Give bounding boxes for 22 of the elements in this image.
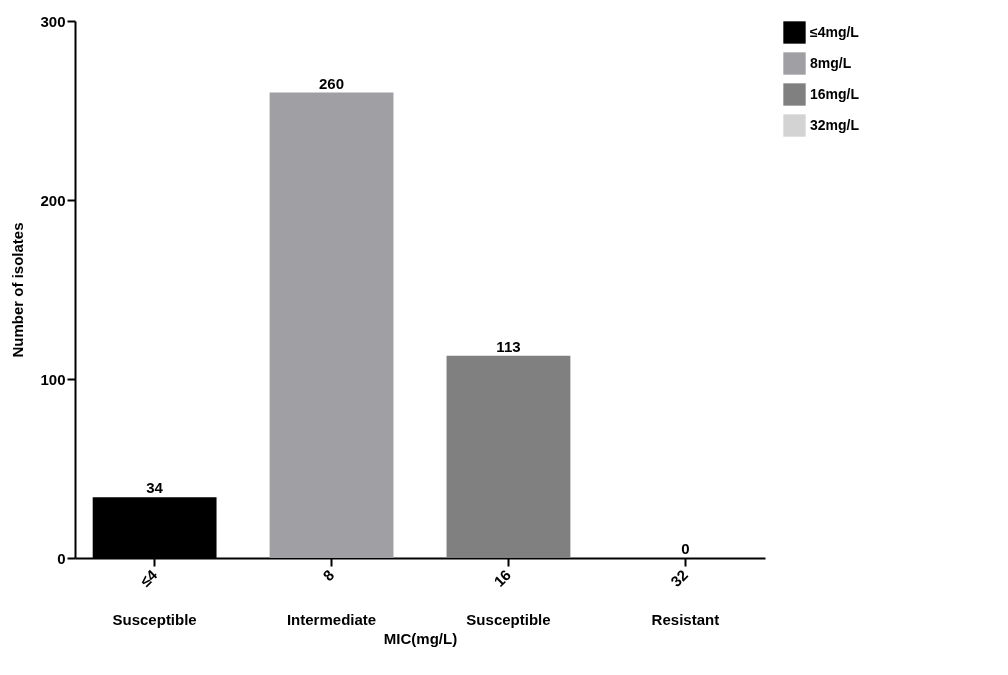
y-tick-label: 300 [40, 12, 66, 30]
data-label: 113 [496, 337, 521, 355]
legend-label: 32mg/L [810, 116, 860, 133]
legend-label: 8mg/L [810, 54, 852, 71]
y-axis-title: Number of isolates [9, 222, 27, 358]
x-tick-label: ≤4 [136, 565, 161, 590]
x-tick-label: 8 [319, 566, 338, 585]
text: Intermediate [286, 611, 377, 628]
text: Susceptible [466, 611, 551, 628]
x-axis-title: MIC(mg/L) [383, 629, 458, 647]
text: Resistant [651, 611, 720, 628]
y-tick-label: 200 [40, 191, 66, 209]
y-tick-label: 100 [40, 370, 66, 388]
legend-label: ≤4mg/L [810, 23, 860, 40]
data-label: 34 [146, 479, 164, 497]
data-label: 0 [681, 540, 690, 557]
data-label: 260 [319, 74, 345, 92]
text: Susceptible [112, 611, 197, 628]
legend-label: 16mg/L [810, 85, 860, 102]
x-tick-label: 16 [490, 566, 515, 590]
y-tick-label: 0 [57, 549, 66, 567]
x-tick-label: 32 [667, 566, 692, 590]
